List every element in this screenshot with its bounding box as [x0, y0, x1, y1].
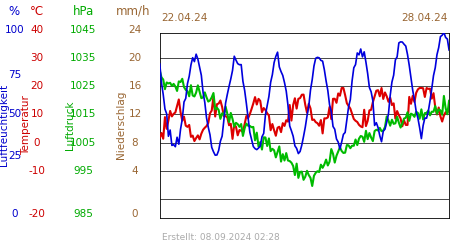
Text: 100: 100 — [4, 25, 24, 35]
Text: 4: 4 — [132, 166, 138, 175]
Text: mm/h: mm/h — [116, 5, 150, 18]
Text: -20: -20 — [28, 209, 45, 219]
Text: 1015: 1015 — [70, 109, 96, 119]
Text: °C: °C — [30, 5, 44, 18]
Text: 20: 20 — [128, 53, 142, 63]
Text: 24: 24 — [128, 25, 142, 35]
Text: Luftdruck: Luftdruck — [65, 100, 75, 150]
Text: 0: 0 — [34, 138, 40, 147]
Text: 28.04.24: 28.04.24 — [401, 13, 448, 23]
Text: %: % — [9, 5, 20, 18]
Text: Luftfeuchtigkeit: Luftfeuchtigkeit — [0, 84, 9, 166]
Text: 1045: 1045 — [70, 25, 96, 35]
Text: 995: 995 — [73, 166, 93, 175]
Text: 1025: 1025 — [70, 81, 96, 91]
Text: 20: 20 — [30, 81, 44, 91]
Text: 0: 0 — [132, 209, 138, 219]
Text: 16: 16 — [128, 81, 142, 91]
Text: 50: 50 — [8, 109, 21, 119]
Text: Temperatur: Temperatur — [21, 95, 31, 155]
Text: 30: 30 — [30, 53, 44, 63]
Text: Niederschlag: Niederschlag — [116, 91, 126, 159]
Text: Erstellt: 08.09.2024 02:28: Erstellt: 08.09.2024 02:28 — [162, 234, 280, 242]
Text: 1035: 1035 — [70, 53, 96, 63]
Text: 10: 10 — [30, 109, 44, 119]
Text: hPa: hPa — [72, 5, 94, 18]
Text: 12: 12 — [128, 109, 142, 119]
Text: 25: 25 — [8, 151, 21, 161]
Text: 1005: 1005 — [70, 138, 96, 147]
Text: 40: 40 — [30, 25, 44, 35]
Text: 0: 0 — [11, 209, 18, 219]
Text: 22.04.24: 22.04.24 — [161, 13, 207, 23]
Text: 985: 985 — [73, 209, 93, 219]
Text: 75: 75 — [8, 70, 21, 80]
Text: -10: -10 — [28, 166, 45, 175]
Text: 8: 8 — [132, 138, 138, 147]
